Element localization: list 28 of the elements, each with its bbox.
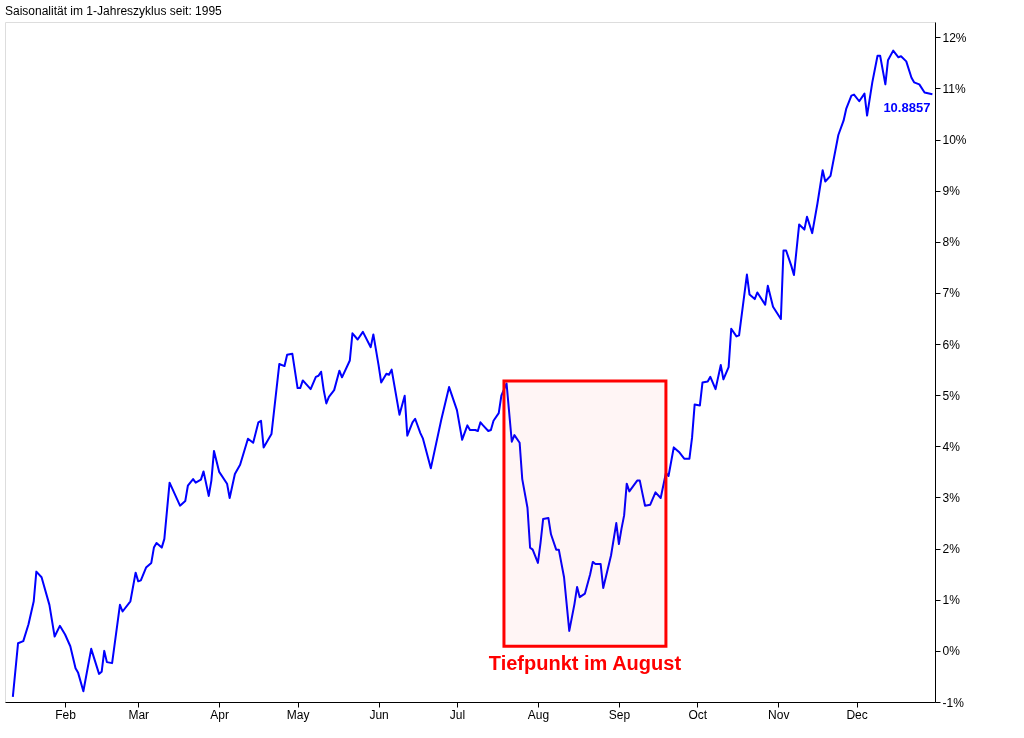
x-tick-label: Feb — [55, 707, 77, 722]
x-tick-label: Nov — [768, 707, 790, 722]
y-tick-label: 2% — [942, 542, 961, 557]
annotation: 10.8857 — [883, 100, 931, 116]
y-tick-label: -1% — [942, 695, 965, 710]
x-tick-label: May — [286, 707, 310, 722]
y-tick-label: 6% — [942, 337, 961, 352]
y-tick-label: 3% — [942, 490, 961, 505]
x-tick-label: Dec — [846, 707, 868, 722]
y-tick-label: 12% — [942, 30, 967, 45]
x-tick-label: Apr — [210, 707, 230, 722]
x-tick-label: Sep — [608, 707, 631, 722]
y-tick-label: 7% — [942, 286, 961, 301]
x-tick-label: Jun — [369, 707, 389, 722]
x-tick-label: Oct — [688, 707, 708, 722]
y-tick-label: 5% — [942, 388, 961, 403]
chart-title: Saisonalität im 1-Jahreszyklus seit: 1995 — [5, 4, 223, 18]
band-label: Tiefpunkt im August — [488, 652, 682, 675]
y-tick-label: 0% — [942, 644, 961, 659]
x-tick-label: Mar — [128, 707, 150, 722]
y-tick-label: 11% — [942, 81, 966, 96]
y-tick-label: 10% — [942, 133, 967, 148]
y-tick-label: 1% — [942, 593, 961, 608]
x-tick-label: Aug — [527, 707, 550, 722]
y-tick-label: 8% — [942, 235, 961, 250]
y-tick-label: 9% — [942, 184, 961, 199]
x-tick-label: Jul — [449, 707, 466, 722]
y-tick-label: 4% — [942, 439, 961, 454]
